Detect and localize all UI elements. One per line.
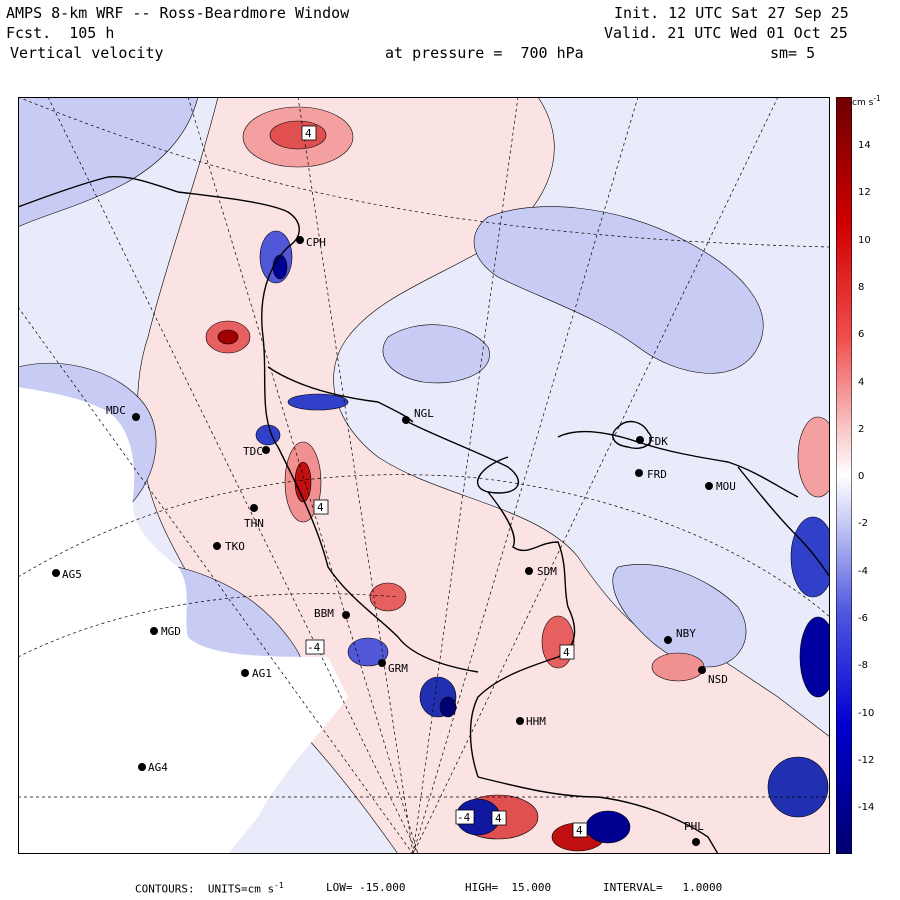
station-label-bbm: BBM: [314, 607, 334, 620]
station-label-tdc: TDC: [243, 445, 263, 458]
station-label-thn: THN: [244, 517, 264, 530]
station-label-ag4: AG4: [148, 761, 168, 774]
colorbar-tick-label: -2: [858, 518, 868, 530]
station-label-nby: NBY: [676, 627, 696, 640]
colorbar-unit: cm s-1: [852, 94, 881, 108]
vertical-velocity-map: CPH MDC NGL FDK FRD MOU TDC THN TKO AG5 …: [18, 97, 830, 854]
smoothing: sm= 5: [770, 44, 816, 62]
colorbar-tick-label: -8: [858, 660, 868, 672]
station-marker-ngl: [402, 416, 410, 424]
colorbar-tick-label: 8: [858, 281, 865, 293]
downdraft-area-central: [382, 324, 490, 384]
downdraft-area-southeast: [612, 564, 747, 668]
colorbar: [836, 97, 852, 854]
station-marker-mou: [705, 482, 713, 490]
lat-lon-grid: [18, 97, 830, 854]
station-marker-bbm: [342, 611, 350, 619]
station-label-hhm: HHM: [526, 715, 546, 728]
colorbar-tick-label: -12: [858, 754, 875, 766]
downdraft-cores: [255, 230, 830, 844]
contour-label: 4: [317, 501, 324, 514]
contour-label: 4: [305, 127, 312, 140]
contour-label: 4: [563, 646, 570, 659]
contour-label: 4: [495, 812, 502, 825]
station-label-mgd: MGD: [161, 625, 181, 638]
station-label-frd: FRD: [647, 468, 667, 481]
station-marker-ag5: [52, 569, 60, 577]
colorbar-tick-label: -6: [858, 613, 868, 624]
footer-interval: INTERVAL= 1.0000: [603, 881, 723, 894]
station-marker-mgd: [150, 627, 158, 635]
field-name: Vertical velocity: [10, 44, 164, 62]
station-marker-hhm: [516, 717, 524, 725]
station-label-ngl: NGL: [414, 407, 434, 420]
station-marker-phl: [692, 838, 700, 846]
station-label-nsd: NSD: [708, 673, 728, 686]
station-label-ag5: AG5: [62, 568, 82, 581]
colorbar-tick-label: -14: [858, 802, 875, 814]
contour-label: -4: [307, 641, 321, 654]
station-marker-tdc: [262, 446, 270, 454]
colorbar-tick-label: -10: [858, 707, 875, 719]
station-label-grm: GRM: [388, 662, 408, 675]
colorbar-tick-label: 2: [858, 423, 865, 435]
station-label-mou: MOU: [716, 480, 736, 493]
map-frame: [18, 97, 830, 854]
station-marker-ag4: [138, 763, 146, 771]
station-markers: CPH MDC NGL FDK FRD MOU TDC THN TKO AG5 …: [52, 236, 736, 846]
footer-low: LOW= -15.000: [326, 881, 406, 894]
ice-shelf-white-area: [18, 387, 348, 854]
station-label-mdc: MDC: [106, 404, 126, 417]
station-label-tko: TKO: [225, 540, 245, 553]
footer-contours: CONTOURS: UNITS=cm s-1: [135, 881, 284, 896]
forecast-hour: Fcst. 105 h: [6, 24, 115, 42]
pressure-level: at pressure = 700 hPa: [385, 44, 584, 62]
colorbar-tick-label: 10: [858, 234, 871, 246]
station-marker-sdm: [525, 567, 533, 575]
station-marker-mdc: [132, 413, 140, 421]
station-label-sdm: SDM: [537, 565, 557, 578]
station-marker-cph: [296, 236, 304, 244]
station-marker-thn: [250, 504, 258, 512]
colorbar-tick-label: 12: [858, 187, 871, 199]
station-marker-nby: [664, 636, 672, 644]
station-marker-grm: [378, 659, 386, 667]
footer-high: HIGH= 15.000: [465, 881, 552, 894]
coastline: [18, 175, 830, 854]
colorbar-tick-label: -4: [858, 565, 868, 577]
plot-title: AMPS 8-km WRF -- Ross-Beardmore Window: [6, 4, 350, 22]
station-label-fdk: FDK: [648, 435, 668, 448]
colorbar-tick-label: 4: [858, 376, 865, 388]
contour-label: 4: [576, 824, 583, 837]
contour-label: -4: [457, 811, 471, 824]
station-label-ag1: AG1: [252, 667, 272, 680]
station-marker-nsd: [698, 666, 706, 674]
downdraft-area-east: [473, 206, 764, 374]
colorbar-tick-label: 0: [858, 471, 865, 483]
station-marker-fdk: [636, 436, 644, 444]
colorbar-tick-label: 6: [858, 329, 865, 341]
station-marker-ag1: [241, 669, 249, 677]
downdraft-area-northwest: [18, 97, 199, 228]
contour-labels: 4 4 -4 4 4 -4 4: [301, 125, 588, 838]
colorbar-tick-label: 14: [858, 140, 871, 151]
station-marker-tko: [213, 542, 221, 550]
station-marker-frd: [635, 469, 643, 477]
valid-time: Valid. 21 UTC Wed 01 Oct 25: [604, 24, 848, 42]
station-label-phl: PHL: [684, 820, 704, 833]
station-label-cph: CPH: [306, 236, 326, 249]
init-time: Init. 12 UTC Sat 27 Sep 25: [614, 4, 849, 22]
